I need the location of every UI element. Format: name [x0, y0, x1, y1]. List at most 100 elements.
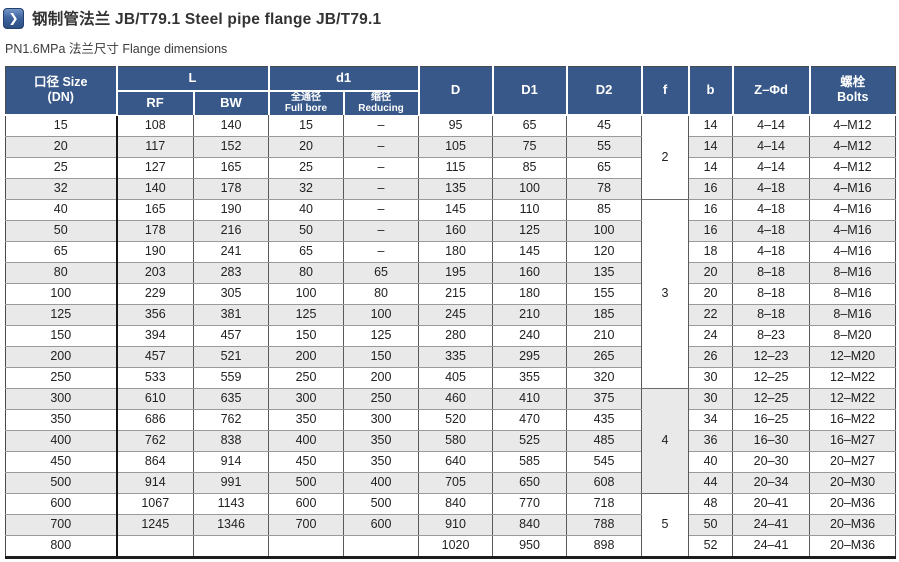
cell-rf: 127 [116, 157, 194, 179]
cell-b: 36 [688, 430, 734, 452]
cell-full-bore [268, 535, 345, 557]
header-reducing-line1: 缩径 [371, 91, 392, 103]
cell-bw: 635 [193, 388, 270, 410]
cell-full-bore: 400 [268, 430, 345, 452]
header-bw: BW [192, 89, 270, 115]
cell-reducing: – [343, 220, 420, 242]
cell-bolts: 8–M16 [809, 283, 896, 305]
cell-d2: 320 [566, 367, 643, 389]
cell-d: 580 [418, 430, 494, 452]
cell-dn: 800 [5, 535, 118, 557]
cell-d1: 75 [492, 136, 568, 158]
cell-rf [116, 535, 194, 557]
cell-b: 44 [688, 472, 734, 494]
cell-bw: 165 [193, 157, 270, 179]
cell-z-phi-d: 8–18 [732, 262, 811, 284]
cell-z-phi-d: 4–14 [732, 157, 811, 179]
cell-full-bore: 600 [268, 493, 345, 515]
cell-b: 16 [688, 220, 734, 242]
cell-d1: 85 [492, 157, 568, 179]
cell-rf: 914 [116, 472, 194, 494]
cell-dn: 250 [5, 367, 118, 389]
cell-d: 245 [418, 304, 494, 326]
cell-d1: 950 [492, 535, 568, 557]
cell-d: 135 [418, 178, 494, 200]
table-row: 150 394 457 150 125 280 240 210 24 8–23 8–M20 [5, 325, 896, 347]
cell-rf: 864 [116, 451, 194, 473]
cell-d2: 375 [566, 388, 643, 410]
table-row: 20 117 152 20–105 75 55 14 4–14 4–M12 [5, 136, 896, 158]
cell-dn: 50 [5, 220, 118, 242]
cell-dn: 350 [5, 409, 118, 431]
cell-bw: 914 [193, 451, 270, 473]
cell-reducing: 125 [343, 325, 420, 347]
cell-b: 20 [688, 262, 734, 284]
cell-f: 5 [641, 493, 690, 558]
cell-d2: 55 [566, 136, 643, 158]
cell-rf: 1067 [116, 493, 194, 515]
cell-b: 20 [688, 283, 734, 305]
header-bolts-line1: 螺栓 [840, 75, 866, 90]
cell-dn: 15 [5, 114, 118, 137]
cell-full-bore: 25 [268, 157, 345, 179]
cell-bw [193, 535, 270, 557]
cell-d: 840 [418, 493, 494, 515]
header-size-line1: 口径 Size [34, 75, 88, 90]
cell-dn: 300 [5, 388, 118, 410]
header-d1: D1 [491, 66, 568, 116]
cell-b: 50 [688, 514, 734, 536]
cell-reducing: 80 [343, 283, 420, 305]
cell-z-phi-d: 20–34 [732, 472, 811, 494]
cell-d2: 155 [566, 283, 643, 305]
cell-full-bore: 32 [268, 178, 345, 200]
cell-bolts: 4–M12 [809, 157, 896, 179]
cell-z-phi-d: 4–14 [732, 136, 811, 158]
header-f: f [640, 66, 690, 116]
cell-b: 16 [688, 199, 734, 221]
table-row: 350 686 762 350 300 520 470 435 34 16–25 16–M22 [5, 409, 896, 431]
cell-rf: 190 [116, 241, 194, 263]
cell-bolts: 20–M36 [809, 514, 896, 536]
cell-full-bore: 200 [268, 346, 345, 368]
cell-bolts: 20–M30 [809, 472, 896, 494]
cell-b: 16 [688, 178, 734, 200]
cell-z-phi-d: 12–25 [732, 367, 811, 389]
cell-bolts: 20–M36 [809, 493, 896, 515]
cell-d: 705 [418, 472, 494, 494]
cell-d: 460 [418, 388, 494, 410]
cell-reducing: – [343, 178, 420, 200]
cell-d: 215 [418, 283, 494, 305]
cell-bw: 140 [193, 114, 270, 137]
cell-rf: 610 [116, 388, 194, 410]
cell-d: 280 [418, 325, 494, 347]
cell-bw: 381 [193, 304, 270, 326]
table-body: 15 108 140 15–95 65 45 2 14 4–14 4–M12 20 117 152 20–… [5, 114, 896, 558]
cell-d2: 485 [566, 430, 643, 452]
cell-d: 1020 [418, 535, 494, 557]
cell-d1: 65 [492, 114, 568, 137]
cell-d1: 650 [492, 472, 568, 494]
cell-z-phi-d: 4–18 [732, 199, 811, 221]
cell-rf: 165 [116, 199, 194, 221]
header-rf: RF [116, 89, 195, 115]
cell-d: 145 [418, 199, 494, 221]
table-row: 250 533 559 250 200 405 355 320 30 12–25 12–M22 [5, 367, 896, 389]
cell-z-phi-d: 16–30 [732, 430, 811, 452]
cell-bolts: 16–M22 [809, 409, 896, 431]
cell-full-bore: 65 [268, 241, 345, 263]
cell-d2: 788 [566, 514, 643, 536]
cell-full-bore: 300 [268, 388, 345, 410]
cell-bolts: 4–M16 [809, 178, 896, 200]
cell-reducing: – [343, 157, 420, 179]
cell-d: 95 [418, 114, 494, 137]
cell-d2: 185 [566, 304, 643, 326]
cell-b: 26 [688, 346, 734, 368]
cell-bolts: 4–M12 [809, 136, 896, 158]
cell-dn: 600 [5, 493, 118, 515]
cell-b: 48 [688, 493, 734, 515]
cell-full-bore: 250 [268, 367, 345, 389]
cell-full-bore: 40 [268, 199, 345, 221]
cell-z-phi-d: 20–41 [732, 493, 811, 515]
cell-dn: 150 [5, 325, 118, 347]
cell-dn: 25 [5, 157, 118, 179]
